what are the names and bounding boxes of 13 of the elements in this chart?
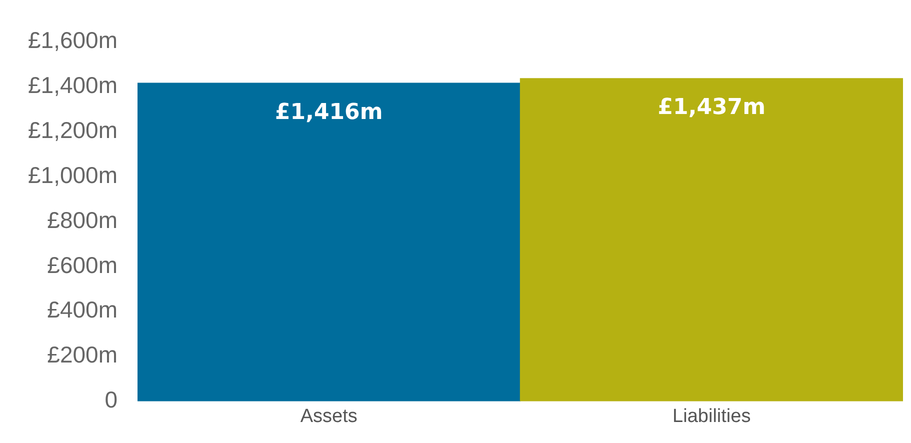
y-tick-label: £800m: [47, 206, 118, 233]
y-tick-label: £1,400m: [28, 72, 118, 98]
x-tick-label: Assets: [300, 406, 358, 427]
y-tick-label: £1,000m: [28, 162, 118, 188]
y-tick-label: £400m: [47, 296, 118, 323]
data-label: £1,416m: [274, 100, 383, 125]
y-tick-label: 0: [104, 386, 118, 413]
x-tick-label: Liabilities: [672, 406, 751, 427]
y-tick-label: £1,600m: [28, 27, 118, 54]
y-tick-label: £600m: [47, 252, 118, 278]
y-tick-label: £1,200m: [28, 116, 118, 143]
data-label: £1,437m: [658, 95, 766, 120]
y-tick-label: £200m: [47, 342, 118, 368]
